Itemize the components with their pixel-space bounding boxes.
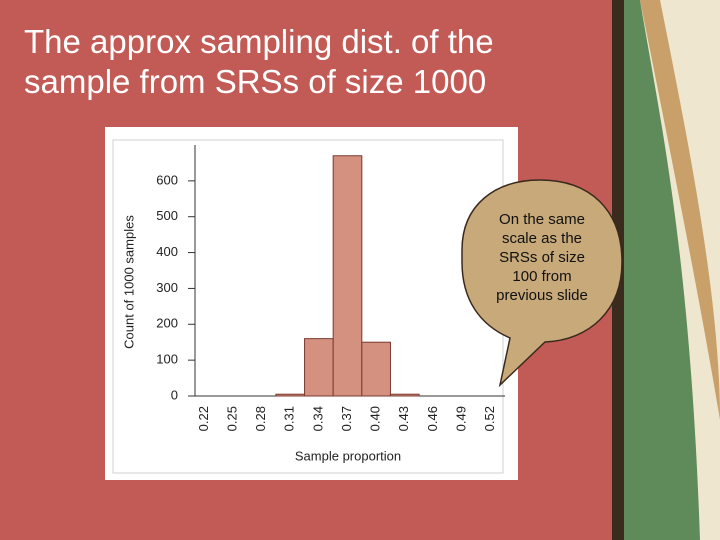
y-axis-label: Count of 1000 samples (121, 215, 136, 349)
bar (332, 155, 363, 397)
x-tick-label: 0.25 (224, 406, 239, 431)
y-tick-label: 0 (171, 387, 178, 402)
x-tick-label: 0.37 (339, 406, 354, 431)
x-tick-label: 0.49 (453, 406, 468, 431)
slide-title: The approx sampling dist. of the sample … (24, 23, 494, 100)
y-tick-label: 400 (156, 244, 178, 259)
callout-bubble (461, 179, 623, 388)
decor (612, 0, 720, 540)
y-tick-label: 100 (156, 352, 178, 367)
bar (389, 393, 420, 397)
x-tick-label: 0.31 (282, 406, 297, 431)
x-tick-label: 0.22 (196, 406, 211, 431)
x-tick-label: 0.43 (396, 406, 411, 431)
callout-text: On the same scale as the SRSs of size 10… (496, 211, 588, 304)
x-tick-label: 0.52 (482, 406, 497, 431)
bar (275, 393, 306, 397)
y-tick-label: 500 (156, 208, 178, 223)
x-tick-label: 0.46 (425, 406, 440, 431)
plot-frame (112, 139, 504, 474)
x-tick-label: 0.34 (310, 406, 325, 431)
bar (361, 341, 391, 397)
x-axis-label: Sample proportion (295, 448, 401, 463)
x-tick-label: 0.40 (368, 406, 383, 431)
y-tick-label: 200 (156, 316, 178, 331)
y-tick-label: 600 (156, 172, 178, 187)
y-tick-label: 300 (156, 280, 178, 295)
x-tick-label: 0.28 (253, 406, 268, 431)
bar (304, 338, 334, 397)
